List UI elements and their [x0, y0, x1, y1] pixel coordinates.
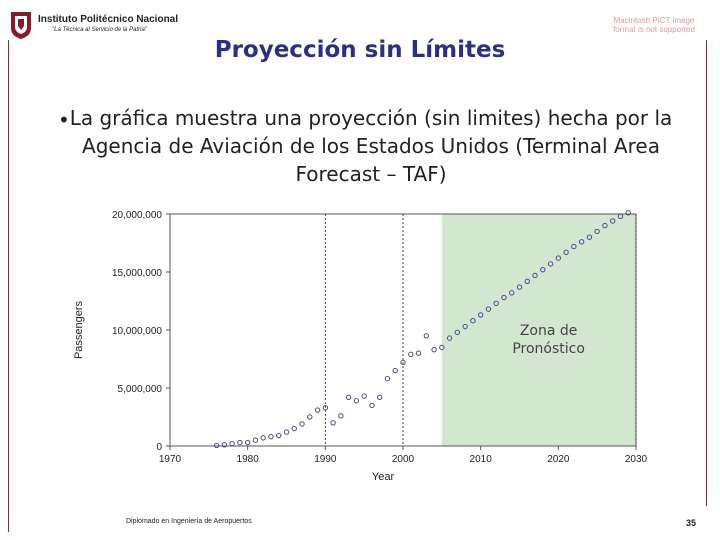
data-point — [485, 306, 492, 312]
x-tick-label: 2000 — [392, 454, 415, 465]
data-point — [307, 414, 313, 420]
data-point — [369, 402, 375, 409]
data-point — [377, 394, 383, 400]
slide-frame-right — [706, 40, 707, 506]
data-point — [446, 335, 453, 341]
data-point — [509, 290, 515, 296]
x-tick-label: 2020 — [547, 454, 570, 465]
x-tick-label: 1990 — [314, 454, 337, 465]
forecast-zone — [441, 214, 636, 446]
data-point — [229, 440, 235, 447]
data-point — [299, 421, 305, 427]
forecast-zone-label: Zona de — [520, 323, 578, 339]
y-tick-label: 20,000,000 — [112, 210, 162, 221]
data-point — [408, 351, 414, 358]
data-point — [617, 213, 624, 220]
data-point — [470, 318, 476, 324]
data-point — [454, 329, 461, 336]
ipn-logo-icon — [11, 12, 31, 39]
x-tick-label: 2010 — [470, 454, 493, 465]
data-point — [602, 222, 608, 229]
data-point — [532, 272, 538, 279]
data-point — [431, 347, 437, 353]
x-tick-label: 1970 — [159, 454, 182, 465]
slide-title: Proyección sin Límites — [214, 37, 506, 63]
data-point — [625, 210, 631, 216]
forecast-zone-label: Pronóstico — [512, 341, 585, 357]
data-point — [221, 442, 228, 448]
data-point — [276, 432, 282, 439]
data-point — [213, 442, 220, 449]
y-axis-label: Passengers — [73, 300, 85, 359]
data-point — [493, 300, 499, 307]
y-tick-label: 10,000,000 — [112, 326, 162, 337]
institution-name: Instituto Politécnico Nacional — [38, 14, 179, 25]
data-point — [314, 407, 321, 413]
data-point — [477, 312, 484, 318]
bullet-text: La gráfica muestra una proyección (sin l… — [69, 106, 673, 186]
data-point — [384, 376, 391, 382]
data-point — [540, 266, 546, 273]
y-tick-label: 15,000,000 — [112, 268, 162, 279]
data-point — [361, 393, 367, 399]
y-tick-label: 0 — [156, 442, 162, 453]
data-point — [594, 228, 600, 235]
x-tick-label: 1980 — [237, 454, 260, 465]
data-point — [330, 420, 336, 426]
data-point — [462, 323, 468, 330]
data-point — [252, 437, 259, 443]
data-point — [563, 249, 569, 255]
data-point — [244, 439, 251, 446]
footer-text: Diplomado en Ingeniería de Aeropuertos — [126, 518, 252, 525]
data-point — [345, 394, 352, 400]
data-point — [516, 284, 523, 290]
data-point — [260, 435, 266, 441]
unsupported-image-note: Macintosh PICT image format is not suppo… — [613, 16, 695, 34]
data-point — [237, 439, 243, 446]
data-point — [291, 425, 297, 432]
data-point — [547, 261, 554, 267]
data-point — [268, 434, 274, 440]
bullet-marker: • — [58, 108, 70, 132]
data-point — [586, 234, 593, 240]
data-point — [555, 255, 562, 261]
data-point — [571, 243, 577, 250]
y-tick-label: 5,000,000 — [118, 384, 163, 395]
data-point — [400, 359, 406, 366]
data-point — [322, 405, 329, 411]
institution-motto: "La Técnica al Servicio de la Patria" — [52, 27, 147, 33]
data-point — [338, 413, 344, 419]
passenger-projection-chart: 0 5,000,000 10,000,000 15,000,000 20,000,000… — [73, 210, 648, 483]
data-point — [353, 398, 360, 404]
data-point — [439, 344, 445, 351]
data-point — [578, 239, 585, 245]
data-point — [524, 278, 530, 284]
slide-frame-left — [8, 40, 9, 532]
data-point — [283, 429, 290, 435]
data-point — [392, 367, 398, 374]
data-point — [501, 294, 507, 301]
data-point — [415, 350, 422, 356]
data-point — [610, 218, 616, 224]
data-point — [423, 333, 429, 339]
x-axis-label: Year — [372, 471, 395, 483]
page-number: 35 — [686, 518, 697, 528]
x-tick-label: 2030 — [625, 454, 648, 465]
